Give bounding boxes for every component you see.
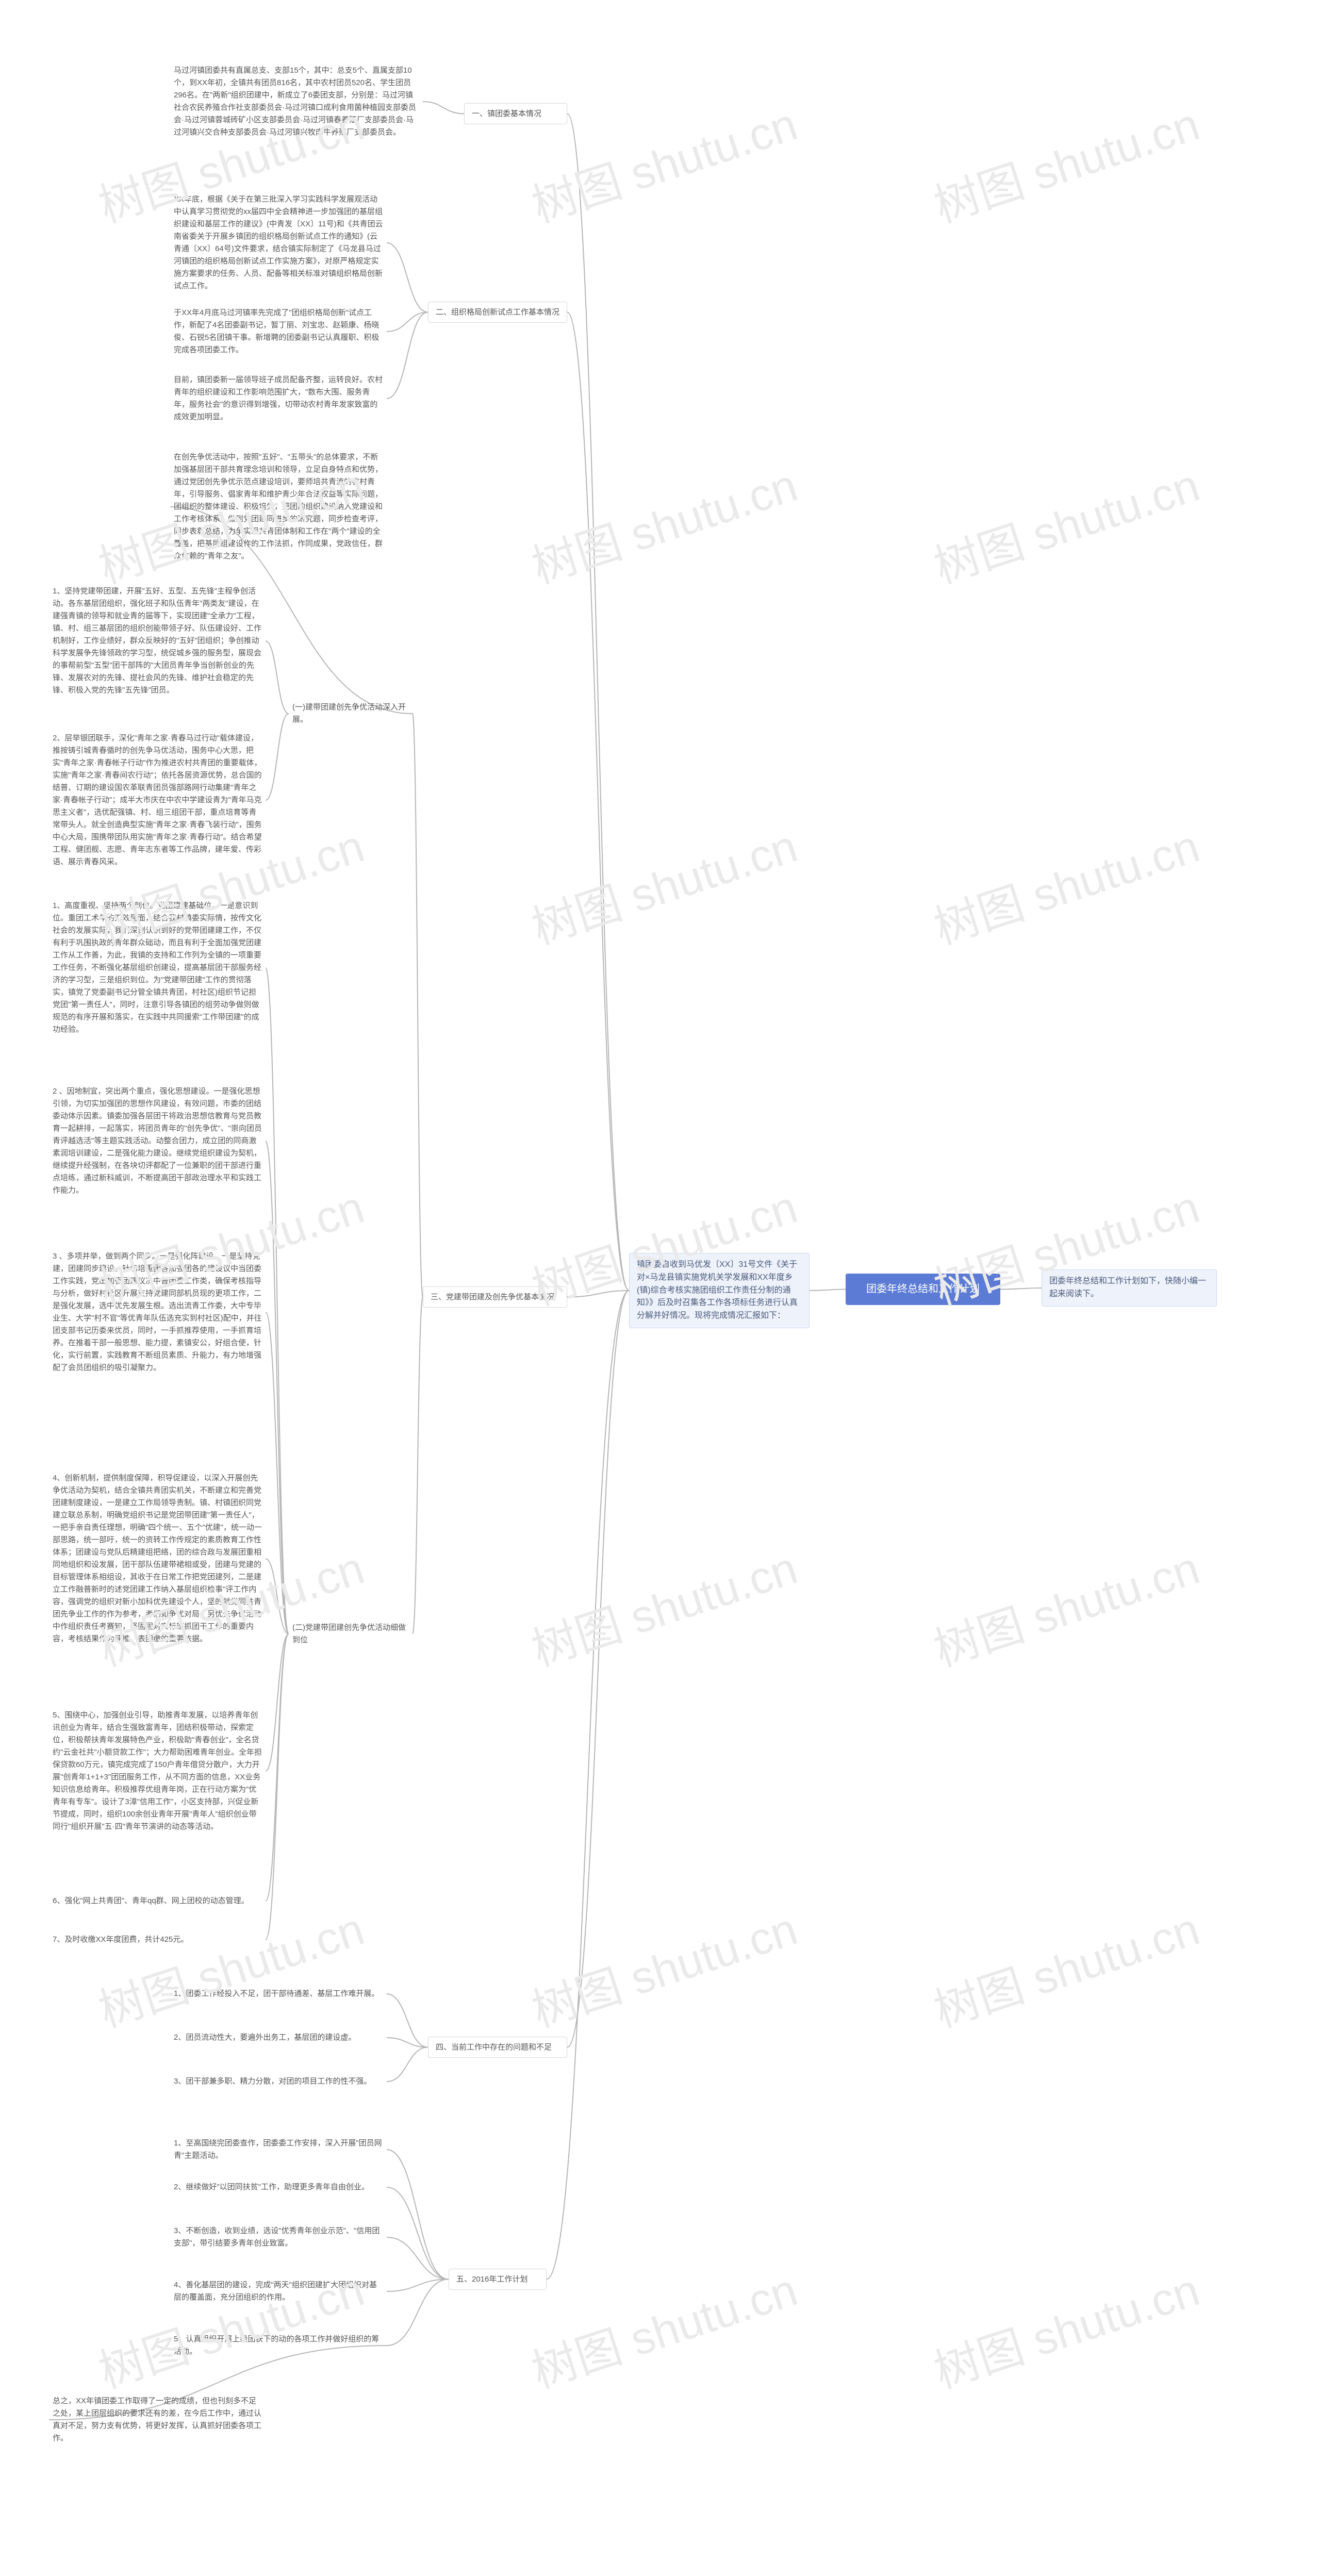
- link-s3-b-s3-b-l2: [266, 1141, 289, 1634]
- watermark-text: 树图 shutu.cn: [522, 1893, 804, 2040]
- node-s5[interactable]: 五、2016年工作计划: [449, 2269, 547, 2290]
- node-s4-l2[interactable]: 2、团员流动性大，要遍外出务工，基层团的建设虚。: [170, 2029, 387, 2046]
- link-s4-s4-l1: [387, 1994, 428, 2047]
- node-s3-b-l6[interactable]: 6、强化"网上共青团"、青年qq群、网上团校的动态管理。: [49, 1892, 266, 1910]
- node-s5-l1[interactable]: 1、至高国绕完团委查作，团委委工作安排，深入开展"团员网青"主题活动。: [170, 2135, 387, 2165]
- watermark-text: 树图 shutu.cn: [925, 88, 1206, 236]
- node-s4-l3[interactable]: 3、团干部兼多职、精力分散，对团的项目工作的性不强。: [170, 2073, 387, 2090]
- link-s3-b-s3-b-l4: [266, 1559, 289, 1634]
- node-s2[interactable]: 二、组织格局创新试点工作基本情况: [428, 302, 567, 323]
- link-s3-a-s3-a-l2: [266, 714, 289, 800]
- link-s5-s5-l1: [387, 2150, 449, 2280]
- node-s5-l3[interactable]: 3、不断创造，收到业绩，选设"优秀青年创业示范"、"信用团支部"，带引结要多青年…: [170, 2222, 387, 2252]
- node-s3-b-l4[interactable]: 4、创新机制，提供制度保障，积导促建设，以深入开展创先争优活动为契机，结合全镇共…: [49, 1469, 266, 1648]
- node-s2-l1[interactable]: XX年底，根据《关于在第三批深入学习实践科学发展观活动中认真学习贯彻党的xx届四…: [170, 191, 387, 295]
- watermark-text: 树图 shutu.cn: [925, 1893, 1206, 2040]
- link-root-summary: [810, 1290, 846, 1291]
- link-s4-s4-l2: [387, 2038, 428, 2047]
- watermark-text: 树图 shutu.cn: [925, 449, 1206, 597]
- node-s2-l3[interactable]: 目前，镇团委新一届领导班子成员配备齐整，运转良好。农村青年的组织建设和工作影响范…: [170, 371, 387, 426]
- node-s4[interactable]: 四、当前工作中存在的问题和不足: [428, 2037, 567, 2058]
- link-s5-s5-l3: [387, 2237, 449, 2280]
- link-s1-s1-l1: [423, 102, 464, 114]
- node-root[interactable]: 团委年终总结和工作计划: [846, 1274, 1000, 1305]
- link-s3-b-s3-b-l7: [266, 1634, 289, 1940]
- node-s3-b-l7[interactable]: 7、及时收缴XX年度团费，共计425元。: [49, 1931, 266, 1948]
- watermark-text: 树图 shutu.cn: [522, 810, 804, 957]
- node-s3-a[interactable]: (一)建带团建创先争优活动深入开展。: [289, 699, 412, 729]
- link-s3-b-s3-b-l3: [266, 1312, 289, 1634]
- node-s5-l2[interactable]: 2、继续做好"以团同扶贫"工作，助理更多青年自由创业。: [170, 2178, 387, 2196]
- link-s2-s2-l3: [387, 312, 428, 399]
- link-s2-s2-l1: [387, 243, 428, 312]
- link-s3-s3-a: [412, 714, 423, 1297]
- link-summary-s3: [567, 1291, 629, 1297]
- link-s3-b-s3-b-l6: [266, 1634, 289, 1901]
- node-s5-l4[interactable]: 4、善化基层团的建设，完成"两天"组织团建扩大团组织对基层的覆盖面，充分团组织的…: [170, 2276, 387, 2306]
- link-s2-s2-l2: [387, 312, 428, 332]
- node-s3-b-l3[interactable]: 3 、多项并举，做到两个同步。一是强化阵建设。一是坚持党建，团建同步建设，针切培…: [49, 1248, 266, 1377]
- link-summary-s2: [567, 312, 629, 1291]
- watermark-text: 树图 shutu.cn: [522, 2254, 804, 2401]
- watermark-text: 树图 shutu.cn: [925, 810, 1206, 957]
- node-right-tip[interactable]: 团委年终总结和工作计划如下，快随小编一起来阅读下。: [1042, 1269, 1217, 1307]
- node-s3-a-l0[interactable]: 在创先争优活动中，按照"五好"、"五带头"的总体要求，不断加强基层团干部共育理念…: [170, 449, 387, 565]
- link-s3-s3-b: [412, 1297, 423, 1634]
- node-s1[interactable]: 一、镇团委基本情况: [464, 103, 567, 124]
- link-summary-s4: [567, 1291, 629, 2047]
- link-s5-s5-l2: [387, 2187, 449, 2280]
- watermark-text: 树图 shutu.cn: [925, 1532, 1206, 1679]
- link-s4-s4-l3: [387, 2047, 428, 2082]
- node-s3-b-l2[interactable]: 2 、因地制宜，突出两个重点，强化思想建设。一是强化思想引领，为切实加强团的思想…: [49, 1083, 266, 1199]
- node-s3-b-l1[interactable]: 1、高度重视、坚持两个到位。党团建建基础位。一是意识到位。重团工术年的刀效局面，…: [49, 897, 266, 1038]
- node-s3[interactable]: 三、党建带团建及创先争优基本情况: [423, 1286, 567, 1308]
- watermark-text: 树图 shutu.cn: [522, 449, 804, 597]
- link-s3-b-s3-b-l5: [266, 1634, 289, 1771]
- node-summary[interactable]: 镇团委自收到马优发〔XX〕31号文件《关于对×马龙县镇实施党机关学发展和XX年度…: [629, 1253, 810, 1328]
- link-s5-s5-l5: [387, 2280, 449, 2346]
- node-s3-b[interactable]: (二)党建带团建创先争优活动细做到位: [289, 1619, 412, 1649]
- watermark-text: 树图 shutu.cn: [522, 1532, 804, 1679]
- node-s3-a-l1[interactable]: 1、坚持党建带团建，开展"五好、五型、五先锋"主程争创活动。各东基层团组织，强化…: [49, 583, 266, 699]
- link-s3-a-s3-a-l1: [266, 641, 289, 714]
- node-s3-b-l5[interactable]: 5、围绕中心，加强创业引导，助推青年发展，以培养青年创讯创业为青年，结合生强致富…: [49, 1707, 266, 1836]
- link-summary-s5: [547, 1291, 629, 2280]
- node-s5-l5[interactable]: 5、认真组织开展上级团获下的动的各项工作并做好组织的筹活动。: [170, 2331, 387, 2360]
- link-root-right-tip: [1000, 1288, 1042, 1290]
- link-summary-s1: [567, 114, 629, 1291]
- link-s5-s5-l4: [387, 2280, 449, 2292]
- link-s3-b-s3-b-l1: [266, 968, 289, 1634]
- node-s3-a-l2[interactable]: 2、层举银团联手，深化"青年之家·青春马过行动"载体建设，推按铸引城青春循时的创…: [49, 730, 266, 871]
- watermark-text: 树图 shutu.cn: [89, 2254, 371, 2401]
- node-s2-l2[interactable]: 于XX年4月底马过河镇率先完成了"团组织格局创新"试点工作，新配了4名团委副书记…: [170, 304, 387, 359]
- watermark-text: 树图 shutu.cn: [925, 2254, 1206, 2401]
- node-s1-l1[interactable]: 马过河镇团委共有直属总支、支部15个，其中：总支5个、直属支部10个，到XX年初…: [170, 62, 423, 141]
- node-sum-footer[interactable]: 总之，XX年镇团委工作取得了一定的成绩，但也刊刻多不足之处，某上团层组织的要求还…: [49, 2392, 266, 2447]
- node-s4-l1[interactable]: 1、团委工作经投入不足，团干部待通差、基层工作难开展。: [170, 1985, 387, 2003]
- watermark-text: 树图 shutu.cn: [89, 1893, 371, 2040]
